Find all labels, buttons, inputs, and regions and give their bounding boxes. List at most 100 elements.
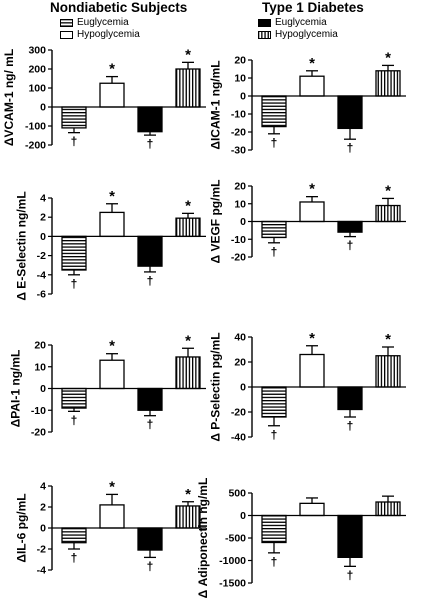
- y-tick-label: -10: [231, 234, 246, 246]
- y-tick-label: 0: [240, 216, 246, 228]
- y-axis-label: Δ Adiponectin ng/mL: [196, 478, 210, 599]
- significance-mark: *: [309, 55, 315, 72]
- chart-left-3: -20 -10 0 10 20 ΔPAI-1 ng/mL † * † *: [8, 332, 206, 439]
- significance-mark: *: [185, 486, 191, 503]
- significance-mark: †: [271, 428, 278, 442]
- y-tick-label: -100: [25, 121, 46, 133]
- y-tick-label: -4: [37, 269, 46, 281]
- bar: [261, 514, 287, 544]
- y-tick-label: -2: [37, 544, 46, 556]
- significance-mark: *: [309, 181, 315, 198]
- bar: [299, 502, 325, 517]
- significance-mark: †: [271, 136, 278, 150]
- y-tick-label: -4: [37, 565, 46, 577]
- bar: [299, 75, 325, 97]
- y-axis-label: ΔVCAM-1 ng/ mL: [2, 49, 16, 146]
- significance-mark: †: [71, 551, 78, 565]
- chart-right-4: -1500 -1000 -500 0 500 Δ Adiponectin ng/mL † †: [196, 478, 406, 599]
- chart-right-1: -30 -20 -10 0 10 20 ΔICAM-1 ng/mL † * † *: [208, 49, 406, 157]
- chart-right-3: -40 -20 0 20 40 Δ P-Selectin pg/mL † * † *: [208, 330, 406, 444]
- y-tick-label: 40: [234, 332, 246, 344]
- significance-mark: *: [385, 49, 391, 66]
- legend-right: Euglycemia Hypoglycemia: [258, 17, 338, 41]
- significance-mark: *: [109, 338, 115, 355]
- significance-mark: †: [147, 137, 154, 151]
- y-axis-label: Δ E-Selectin ng/mL: [15, 191, 29, 300]
- bar: [375, 70, 401, 97]
- legend-swatch-white: [60, 31, 73, 39]
- y-tick-label: 300: [28, 45, 46, 57]
- significance-mark: *: [185, 197, 191, 214]
- legend-label: Euglycemia: [77, 17, 129, 28]
- significance-mark: *: [385, 331, 391, 348]
- significance-mark: *: [309, 330, 315, 347]
- y-tick-label: 0: [240, 91, 246, 103]
- significance-mark: †: [147, 559, 154, 573]
- bar: [299, 201, 325, 223]
- bar: [137, 387, 163, 411]
- y-tick-label: 0: [40, 231, 46, 243]
- significance-mark: *: [185, 332, 191, 349]
- bar: [175, 356, 201, 390]
- y-tick-label: -10: [231, 109, 246, 121]
- legend-item: Euglycemia: [60, 17, 140, 29]
- y-tick-label: 2: [40, 502, 46, 514]
- legend-left: Euglycemia Hypoglycemia: [60, 17, 140, 41]
- significance-mark: †: [347, 141, 354, 155]
- y-tick-label: 200: [28, 64, 46, 76]
- bar: [99, 359, 125, 390]
- y-tick-label: 0: [40, 383, 46, 395]
- significance-mark: †: [271, 555, 278, 569]
- bar: [337, 386, 363, 411]
- bar: [99, 211, 125, 238]
- y-tick-label: 20: [234, 181, 246, 193]
- title-nondiabetic: Nondiabetic Subjects: [50, 0, 188, 15]
- bar: [375, 501, 401, 517]
- bar: [337, 95, 363, 130]
- y-tick-label: -20: [231, 127, 246, 139]
- y-tick-label: 20: [234, 357, 246, 369]
- bar: [261, 386, 287, 418]
- significance-mark: †: [71, 277, 78, 291]
- significance-mark: †: [71, 413, 78, 427]
- y-axis-label: ΔPAI-1 ng/mL: [8, 350, 22, 428]
- chart-left-2: -6 -4 -2 0 2 4 Δ E-Selectin ng/mL † * † *: [15, 188, 206, 301]
- bar: [137, 235, 163, 267]
- legend-item: Hypoglycemia: [258, 29, 338, 41]
- y-tick-label: 0: [240, 510, 246, 522]
- significance-mark: *: [185, 46, 191, 63]
- significance-mark: †: [71, 135, 78, 149]
- y-tick-label: -6: [37, 289, 46, 301]
- bar: [337, 514, 363, 558]
- y-axis-label: ΔICAM-1 ng/mL: [208, 60, 222, 149]
- significance-mark: †: [347, 568, 354, 582]
- y-tick-label: -20: [31, 427, 46, 439]
- legend-swatch-black: [258, 19, 271, 27]
- legend-label: Euglycemia: [275, 17, 327, 28]
- y-tick-label: 20: [34, 340, 46, 352]
- y-tick-label: -1500: [219, 578, 246, 590]
- bar: [175, 217, 201, 238]
- bar: [375, 355, 401, 388]
- y-tick-label: 0: [40, 102, 46, 114]
- significance-mark: *: [385, 182, 391, 199]
- y-tick-label: 100: [28, 83, 46, 95]
- bar: [261, 95, 287, 128]
- chart-left-1: -200 -100 0 100 200 300 ΔVCAM-1 ng/ mL † * † *: [2, 45, 206, 152]
- significance-mark: †: [347, 239, 354, 253]
- y-tick-label: 4: [40, 481, 46, 493]
- legend-item: Hypoglycemia: [60, 29, 140, 41]
- y-tick-label: -20: [231, 252, 246, 264]
- legend-swatch-hstripe: [60, 19, 73, 27]
- bar: [299, 353, 325, 388]
- y-tick-label: 20: [234, 55, 246, 67]
- y-tick-label: -10: [31, 405, 46, 417]
- significance-mark: *: [109, 61, 115, 78]
- y-tick-label: 10: [234, 73, 246, 85]
- bar: [61, 387, 87, 409]
- bar: [175, 68, 201, 108]
- legend-swatch-vstripe: [258, 31, 271, 39]
- title-type1: Type 1 Diabetes: [262, 0, 364, 15]
- y-tick-label: 10: [234, 198, 246, 210]
- y-tick-label: -30: [231, 145, 246, 157]
